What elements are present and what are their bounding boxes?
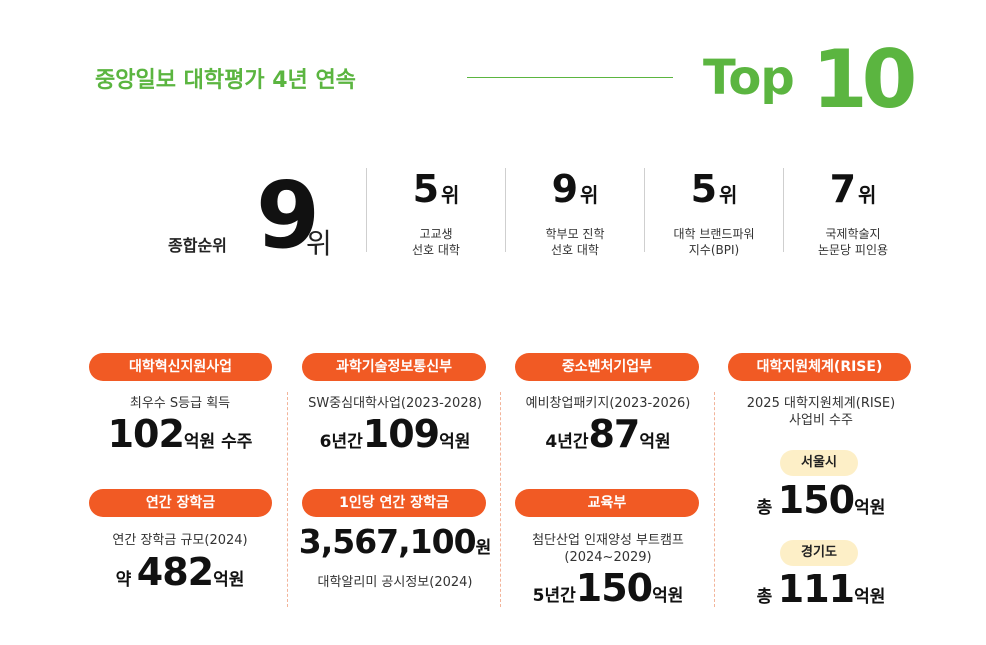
card-sub-rise-2: 사업비 수주 bbox=[789, 413, 853, 428]
card-sub-moe-2: (2024~2029) bbox=[564, 550, 652, 565]
card-sub-innovation: 최우수 S등급 획득 bbox=[129, 396, 231, 411]
card-title-msit: 과학기술정보통신부 bbox=[302, 353, 486, 381]
value-unit: 원 bbox=[475, 538, 492, 558]
card-value-gyeonggi: 총 111억원 bbox=[716, 567, 926, 611]
value-number: 150 bbox=[575, 566, 653, 610]
rank-unit: 위 bbox=[858, 183, 877, 207]
value-prefix: 4년간 bbox=[545, 432, 589, 452]
value-prefix: 총 bbox=[756, 498, 773, 518]
value-unit: 억원 수주 bbox=[183, 432, 253, 452]
rank-number: 7 bbox=[829, 167, 857, 211]
card-value-seoul: 총 150억원 bbox=[716, 478, 926, 522]
card-title-annual-scholarship: 연간 장학금 bbox=[89, 489, 272, 517]
card-sub-annual-scholarship: 연간 장학금 규모(2024) bbox=[112, 533, 248, 548]
rank-unit: 위 bbox=[441, 183, 460, 207]
value-unit: 억원 bbox=[854, 498, 886, 518]
card-sub-moe-1: 첨단산업 인재양성 부트캠프 bbox=[532, 533, 684, 548]
column-separator bbox=[714, 392, 715, 607]
value-number: 150 bbox=[777, 478, 855, 522]
rank-unit: 위 bbox=[580, 183, 599, 207]
value-unit: 억원 bbox=[213, 570, 245, 590]
overall-rank-unit: 위 bbox=[306, 227, 332, 260]
top-label: Top bbox=[703, 50, 795, 106]
value-number: 3,567,100 bbox=[298, 522, 477, 561]
card-sub-rise-1: 2025 대학지원체계(RISE) bbox=[746, 396, 896, 411]
value-unit: 억원 bbox=[639, 432, 671, 452]
rank-divider bbox=[366, 168, 367, 252]
rank-desc-line2: 선호 대학 bbox=[412, 243, 460, 257]
rank-divider bbox=[783, 168, 784, 252]
card-value-per-student: 3,567,100원 bbox=[290, 522, 500, 561]
overall-rank-number: 9 bbox=[256, 162, 321, 269]
column-separator bbox=[500, 392, 501, 607]
rank-desc-line2: 논문당 피인용 bbox=[817, 243, 889, 257]
header-divider bbox=[467, 77, 673, 78]
column-separator bbox=[287, 392, 288, 607]
rank-desc-line1: 고교생 bbox=[419, 227, 453, 241]
value-unit: 억원 bbox=[439, 432, 471, 452]
card-value-moe: 5년간150억원 bbox=[503, 566, 713, 610]
card-title-innovation: 대학혁신지원사업 bbox=[89, 353, 272, 381]
rank-desc-line1: 학부모 진학 bbox=[545, 227, 605, 241]
rank-divider bbox=[644, 168, 645, 252]
rank-divider bbox=[505, 168, 506, 252]
card-value-innovation: 102억원 수주 bbox=[70, 412, 290, 456]
card-title-sme: 중소벤처기업부 bbox=[515, 353, 699, 381]
value-prefix: 총 bbox=[756, 587, 773, 607]
value-number: 109 bbox=[362, 412, 440, 456]
top-number: 10 bbox=[812, 33, 917, 126]
card-title-per-student: 1인당 연간 장학금 bbox=[302, 489, 486, 517]
value-number: 111 bbox=[777, 567, 855, 611]
card-value-sme: 4년간87억원 bbox=[503, 412, 713, 456]
rank-desc-line2: 선호 대학 bbox=[551, 243, 599, 257]
value-number: 482 bbox=[136, 550, 214, 594]
rank-number: 5 bbox=[412, 167, 440, 211]
card-sub-per-student: 대학알리미 공시정보(2024) bbox=[317, 575, 473, 590]
rank-desc-line1: 국제학술지 bbox=[825, 227, 881, 241]
region-label-gyeonggi: 경기도 bbox=[780, 540, 858, 566]
rank-unit: 위 bbox=[719, 183, 738, 207]
value-prefix: 6년간 bbox=[319, 432, 363, 452]
card-title-moe: 교육부 bbox=[515, 489, 699, 517]
card-value-msit: 6년간109억원 bbox=[290, 412, 500, 456]
rank-desc-line2: 지수(BPI) bbox=[688, 243, 740, 257]
value-number: 87 bbox=[588, 412, 640, 456]
value-unit: 억원 bbox=[652, 586, 684, 606]
card-title-rise: 대학지원체계(RISE) bbox=[728, 353, 911, 381]
value-number: 102 bbox=[107, 412, 185, 456]
rank-number: 9 bbox=[551, 167, 579, 211]
rank-desc-line1: 대학 브랜드파워 bbox=[673, 227, 755, 241]
region-label-seoul: 서울시 bbox=[780, 450, 858, 476]
card-sub-sme: 예비창업패키지(2023-2026) bbox=[525, 396, 691, 411]
rank-number: 5 bbox=[690, 167, 718, 211]
value-prefix: 5년간 bbox=[532, 586, 576, 606]
card-sub-msit: SW중심대학사업(2023-2028) bbox=[308, 396, 482, 411]
overall-label: 종합순위 bbox=[168, 236, 227, 255]
value-unit: 억원 bbox=[854, 587, 886, 607]
headline: 중앙일보 대학평가 4년 연속 bbox=[95, 68, 356, 93]
card-value-annual-scholarship: 약 482억원 bbox=[70, 550, 290, 594]
value-prefix: 약 bbox=[115, 570, 132, 590]
